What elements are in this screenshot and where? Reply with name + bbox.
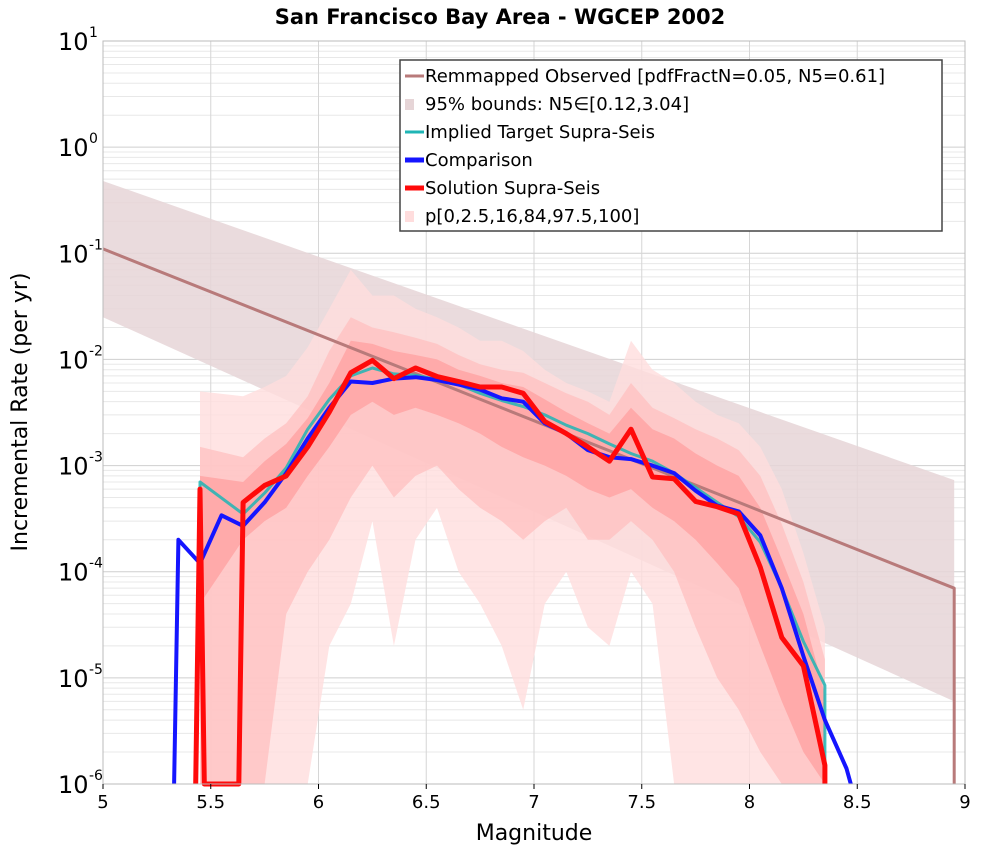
legend-label: Comparison	[425, 150, 533, 171]
y-tick: 10 1	[58, 25, 98, 56]
legend-swatch-patch	[405, 99, 414, 110]
x-tick-label: 9	[959, 792, 970, 813]
y-tick-exponent: -1	[89, 237, 103, 253]
y-tick-exponent: -6	[89, 768, 103, 784]
x-tick-label: 5.5	[196, 792, 225, 813]
legend-swatch-patch	[405, 211, 414, 222]
y-tick: 10 0	[58, 131, 98, 162]
y-tick-base: 10	[58, 240, 89, 268]
legend-label: p[0,2.5,16,84,97.5,100]	[425, 206, 639, 227]
x-tick-label: 8.5	[843, 792, 872, 813]
y-tick-base: 10	[58, 346, 89, 374]
legend: Remmapped Observed [pdfFractN=0.05, N5=0…	[399, 59, 943, 232]
x-tick-label: 7	[528, 792, 539, 813]
legend-label: 95% bounds: N5∈[0.12,3.04]	[425, 94, 689, 115]
y-tick-exponent: -5	[89, 662, 103, 678]
x-tick-label: 6	[313, 792, 324, 813]
legend-label: Implied Target Supra-Seis	[425, 122, 655, 143]
legend-item-95-bounds: 95% bounds: N5∈[0.12,3.04]	[405, 94, 689, 115]
y-tick-exponent: -2	[89, 343, 103, 359]
y-tick: 10 -6	[58, 768, 103, 799]
x-tick-label: 6.5	[412, 792, 441, 813]
y-tick-base: 10	[58, 453, 89, 481]
y-tick-base: 10	[58, 665, 89, 693]
legend-box	[399, 59, 943, 232]
x-tick-label: 5	[97, 792, 108, 813]
x-tick-label: 8	[744, 792, 755, 813]
observed-line	[102, 247, 956, 784]
y-tick-exponent: 0	[89, 131, 98, 147]
solution-line	[193, 357, 828, 787]
y-tick-exponent: -3	[89, 450, 103, 466]
legend-item-percentiles: p[0,2.5,16,84,97.5,100]	[405, 206, 639, 227]
y-tick-base: 10	[58, 28, 89, 56]
x-tick-label: 7.5	[627, 792, 656, 813]
y-axis-label: Incremental Rate (per yr)	[8, 273, 33, 552]
y-tick: 10 -5	[58, 662, 103, 693]
y-tick-base: 10	[58, 771, 89, 799]
series-lines	[102, 247, 956, 787]
x-axis-ticks: 5 5.5 6 6.5 7 7.5 8 8.5 9	[97, 784, 971, 813]
y-tick-base: 10	[58, 559, 89, 587]
y-tick: 10 -3	[58, 450, 103, 481]
y-tick: 10 -1	[58, 237, 103, 268]
legend-item-solution: Solution Supra-Seis	[405, 178, 600, 199]
legend-item-comparison: Comparison	[405, 150, 533, 171]
percentile-band-middle	[200, 317, 825, 784]
chart-title: San Francisco Bay Area - WGCEP 2002	[275, 5, 726, 29]
legend-label: Remmapped Observed [pdfFractN=0.05, N5=0…	[425, 66, 885, 87]
x-axis-label: Magnitude	[476, 821, 593, 846]
bands	[103, 181, 955, 784]
y-tick-exponent: -4	[89, 556, 103, 572]
legend-label: Solution Supra-Seis	[425, 178, 600, 199]
comparison-line	[172, 375, 853, 785]
legend-item-observed: Remmapped Observed [pdfFractN=0.05, N5=0…	[405, 66, 885, 87]
y-tick: 10 -4	[58, 556, 103, 587]
percentile-band-inner	[200, 340, 825, 784]
y-tick-base: 10	[58, 134, 89, 162]
y-tick: 10 -2	[58, 343, 103, 374]
y-tick-exponent: 1	[89, 25, 98, 41]
legend-item-implied-target: Implied Target Supra-Seis	[405, 122, 655, 143]
